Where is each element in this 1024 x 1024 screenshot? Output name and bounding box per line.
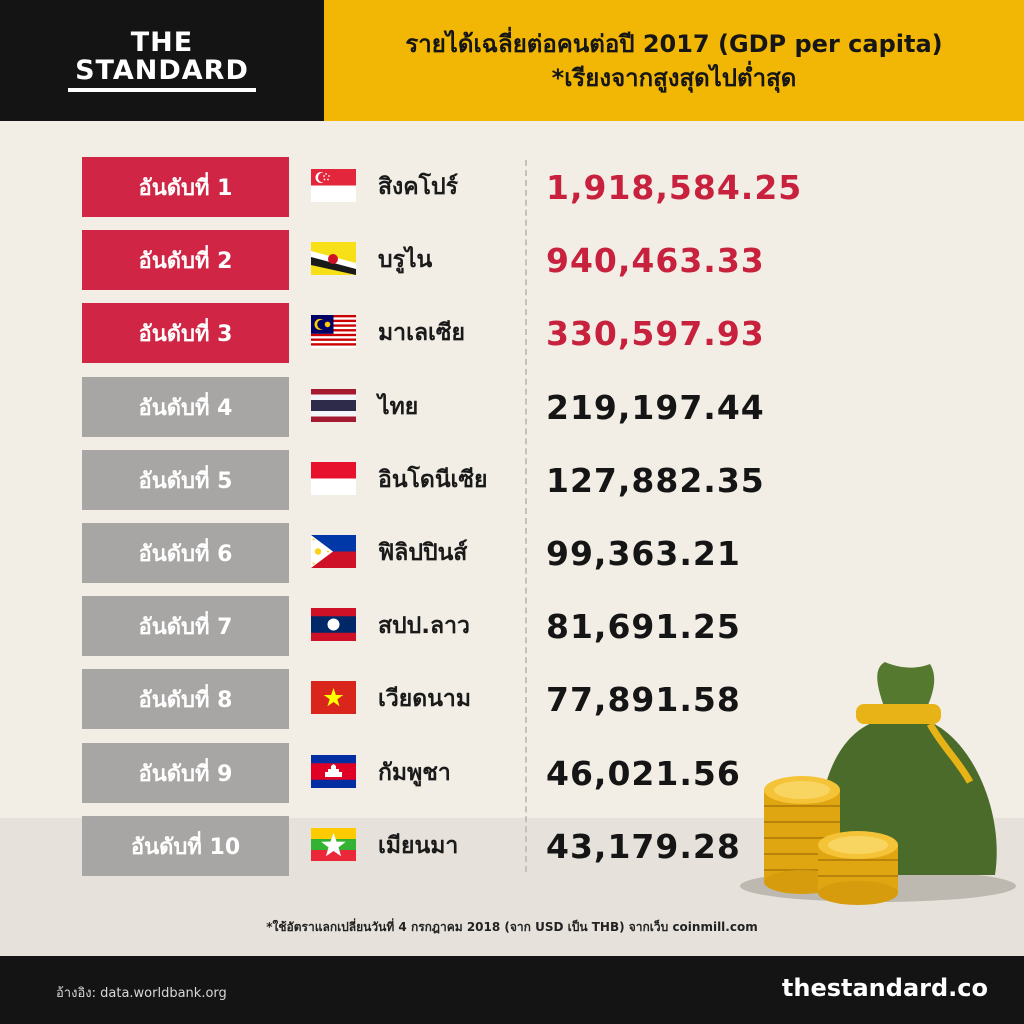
country-name: สปป.ลาว xyxy=(378,613,470,639)
table-row: อันดับที่ 2 บรูไน 940,463.33 xyxy=(0,230,1024,290)
rank-badge: อันดับที่ 3 xyxy=(82,303,289,363)
country-name: สิงคโปร์ xyxy=(378,174,458,200)
country-name: เวียดนาม xyxy=(378,686,471,712)
rank-badge: อันดับที่ 5 xyxy=(82,450,289,510)
table-row: อันดับที่ 7 สปป.ลาว 81,691.25 xyxy=(0,596,1024,656)
coin-stack-right-icon xyxy=(818,831,898,905)
brand-underline xyxy=(68,88,256,92)
cambodia-flag-icon xyxy=(311,755,356,788)
bag-string xyxy=(926,722,974,784)
header-title-panel: รายได้เฉลี่ยต่อคนต่อปี 2017 (GDP per cap… xyxy=(324,0,1024,121)
country-name: เมียนมา xyxy=(378,833,459,859)
country-name: มาเลเซีย xyxy=(378,320,465,346)
table-row: อันดับที่ 10 เมียนมา 43,179.28 xyxy=(0,816,1024,876)
gdp-value: 219,197.44 xyxy=(546,387,765,427)
source-reference: อ้างอิง: data.worldbank.org xyxy=(56,986,227,1001)
chart-title: รายได้เฉลี่ยต่อคนต่อปี 2017 (GDP per cap… xyxy=(405,29,943,58)
philippines-flag-icon xyxy=(311,535,356,568)
gdp-value: 1,918,584.25 xyxy=(546,167,803,207)
brand-line-1: THE xyxy=(130,27,194,58)
gdp-value: 127,882.35 xyxy=(546,460,765,500)
rank-badge: อันดับที่ 4 xyxy=(82,377,289,437)
laos-flag-icon xyxy=(311,608,356,641)
table-row: อันดับที่ 3 มาเลเซีย 330,597.93 xyxy=(0,303,1024,363)
singapore-flag-icon xyxy=(311,169,356,202)
country-name: ฟิลิปปินส์ xyxy=(378,540,468,566)
indonesia-flag-icon xyxy=(311,462,356,495)
country-name: ไทย xyxy=(378,394,419,420)
money-bag-coins-illustration xyxy=(740,662,1016,905)
gdp-value: 77,891.58 xyxy=(546,679,741,719)
myanmar-flag-icon xyxy=(311,828,356,861)
table-row: อันดับที่ 4 ไทย 219,197.44 xyxy=(0,377,1024,437)
chart-subtitle: *เรียงจากสูงสุดไปต่ำสุด xyxy=(551,63,797,92)
brand-line-2: STANDARD xyxy=(75,55,249,86)
table-row: อันดับที่ 6 ฟิลิปปินส์ 99,363.21 xyxy=(0,523,1024,583)
gdp-value: 330,597.93 xyxy=(546,313,765,353)
rank-badge: อันดับที่ 7 xyxy=(82,596,289,656)
thailand-flag-icon xyxy=(311,389,356,422)
gdp-value: 81,691.25 xyxy=(546,606,741,646)
table-row: อันดับที่ 9 กัมพูชา 46,021.56 xyxy=(0,743,1024,803)
gdp-value: 46,021.56 xyxy=(546,753,741,793)
rank-badge: อันดับที่ 1 xyxy=(82,157,289,217)
rank-badge: อันดับที่ 2 xyxy=(82,230,289,290)
country-name: กัมพูชา xyxy=(378,760,451,786)
country-name: บรูไน xyxy=(378,247,433,273)
table-row: อันดับที่ 8 เวียดนาม 77,891.58 xyxy=(0,669,1024,729)
gdp-value: 940,463.33 xyxy=(546,240,765,280)
table-row: อันดับที่ 1 สิงคโปร์ 1,918,584.25 xyxy=(0,157,1024,217)
table-row: อันดับที่ 5 อินโดนีเซีย 127,882.35 xyxy=(0,450,1024,510)
rank-badge: อันดับที่ 9 xyxy=(82,743,289,803)
site-url: thestandard.co xyxy=(781,974,988,1002)
vietnam-flag-icon xyxy=(311,681,356,714)
footnote: *ใช้อัตราแลกเปลี่ยนวันที่ 4 กรกฎาคม 2018… xyxy=(266,920,758,934)
bag-tie xyxy=(856,704,941,724)
footer-bar: อ้างอิง: data.worldbank.org thestandard.… xyxy=(0,956,1024,1024)
malaysia-flag-icon xyxy=(311,315,356,348)
brunei-flag-icon xyxy=(311,242,356,275)
country-name: อินโดนีเซีย xyxy=(378,467,488,493)
rank-badge: อันดับที่ 8 xyxy=(82,669,289,729)
rank-badge: อันดับที่ 6 xyxy=(82,523,289,583)
column-divider xyxy=(525,160,527,872)
rank-badge: อันดับที่ 10 xyxy=(82,816,289,876)
gdp-value: 99,363.21 xyxy=(546,533,741,573)
gdp-value: 43,179.28 xyxy=(546,826,741,866)
brand-logo: THE STANDARD xyxy=(0,0,324,121)
